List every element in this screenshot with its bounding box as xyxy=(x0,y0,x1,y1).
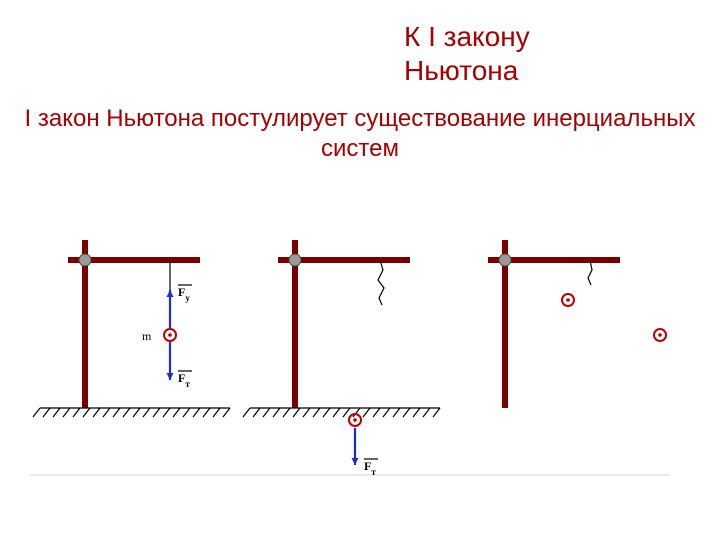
panel-1: m Fу Fт xyxy=(33,240,230,417)
svg-text:m: m xyxy=(142,329,152,343)
panel-2: Fт xyxy=(243,240,440,477)
svg-text:Fт: Fт xyxy=(364,459,376,477)
physics-diagram: m Fу Fт Fт xyxy=(30,230,690,510)
panel-3 xyxy=(488,240,666,408)
svg-text:Fт: Fт xyxy=(178,371,190,389)
svg-text:Fу: Fу xyxy=(178,285,190,303)
subtitle-text: I закон Ньютона постулирует существовани… xyxy=(25,105,696,162)
title-line1: К I закону xyxy=(404,21,530,52)
page-title: К I закону Ньютона xyxy=(404,20,530,87)
title-line2: Ньютона xyxy=(404,55,518,86)
page-subtitle: I закон Ньютона постулирует существовани… xyxy=(0,104,720,164)
